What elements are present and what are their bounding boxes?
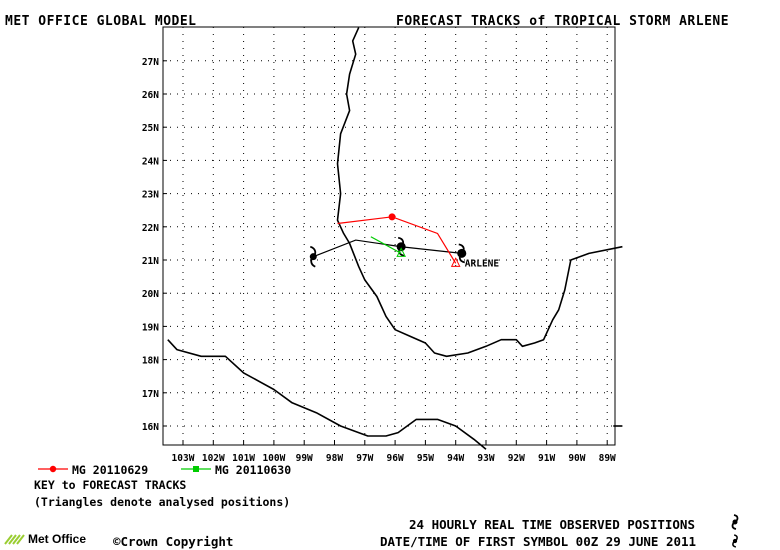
lon-tick-label: 103W (172, 453, 195, 464)
storm-name-label: ARLENE (465, 258, 500, 269)
lat-tick-label: 19N (142, 322, 159, 333)
lat-tick-label: 24N (142, 156, 159, 167)
lon-tick-label: 99W (296, 453, 313, 464)
first-symbol-note: DATE/TIME OF FIRST SYMBOL 00Z 29 JUNE 20… (380, 534, 697, 549)
lon-tick-label: 100W (262, 453, 285, 464)
forecast-track-line (337, 216, 457, 264)
legend-markers (38, 465, 211, 473)
forecast-point-circle (388, 213, 396, 221)
legend-series-1: MG 20110629 (72, 463, 149, 477)
lon-tick-label: 95W (417, 453, 434, 464)
model-title: MET OFFICE GLOBAL MODEL (5, 14, 197, 29)
lat-tick-label: 21N (142, 256, 159, 267)
lon-tick-label: 89W (599, 453, 616, 464)
lat-tick-label: 20N (142, 289, 159, 300)
pacific-coastline (167, 339, 487, 450)
analysed-position-triangle (396, 247, 406, 257)
lon-tick-label: 102W (202, 453, 225, 464)
lat-tick-label: 16N (142, 422, 159, 433)
lon-tick-label: 92W (508, 453, 525, 464)
lon-tick-label: 90W (568, 453, 585, 464)
lat-tick-label: 27N (142, 57, 159, 68)
lat-tick-label: 22N (142, 223, 159, 234)
met-office-logo: Met Office (4, 532, 86, 546)
storm-symbol-core (396, 242, 406, 252)
analysed-position-triangle (450, 257, 461, 267)
copyright: ©Crown Copyright (113, 534, 234, 549)
axis-ticks (163, 60, 608, 445)
legend-key-title: KEY to FORECAST TRACKS (34, 478, 187, 492)
coastline (167, 27, 623, 450)
lon-tick-label: 93W (477, 453, 494, 464)
storm-symbol-core (457, 248, 467, 258)
lat-tick-label: 18N (142, 356, 159, 367)
lat-tick-label: 25N (142, 123, 159, 134)
lon-tick-label: 96W (387, 453, 404, 464)
hurricane-symbol-icon (457, 243, 467, 264)
forecast-title: FORECAST TRACKS of TROPICAL STORM ARLENE (396, 14, 730, 29)
storm-symbol-core (309, 253, 317, 261)
gulf-coastline (336, 27, 623, 358)
logo-text: Met Office (28, 532, 87, 546)
storm-symbols (731, 514, 739, 548)
observed-track-line (313, 239, 462, 258)
lon-tick-label: 91W (538, 453, 555, 464)
observed-positions-note: 24 HOURLY REAL TIME OBSERVED POSITIONS (409, 517, 695, 532)
forecast-tracks (309, 213, 467, 268)
hurricane-symbol-icon (309, 245, 317, 268)
lon-tick-label: 97W (356, 453, 373, 464)
lon-tick-label: 98W (326, 453, 343, 464)
legend-green-square-icon (193, 466, 199, 472)
lon-tick-label: 101W (232, 453, 255, 464)
forecast-track-line (370, 236, 402, 254)
lat-tick-label: 26N (142, 90, 159, 101)
axis-labels: 27N 26N 25N 24N 23N 22N 21N 20N 19N 18N 17N 16N 103W… (142, 57, 616, 464)
map-frame (162, 26, 616, 446)
hurricane-symbol-icon (731, 514, 739, 530)
map-grid (163, 27, 615, 445)
lat-tick-label: 17N (142, 389, 159, 400)
legend-series-2: MG 20110630 (215, 463, 292, 477)
legend-red-circle-icon (49, 465, 57, 473)
lon-tick-label: 94W (447, 453, 464, 464)
legend-key-note: (Triangles denote analysed positions) (34, 495, 291, 509)
hurricane-symbol-icon (732, 534, 738, 548)
met-office-swoosh-icon (4, 534, 25, 545)
hurricane-symbol-icon (396, 236, 406, 257)
lat-tick-label: 23N (142, 190, 159, 201)
